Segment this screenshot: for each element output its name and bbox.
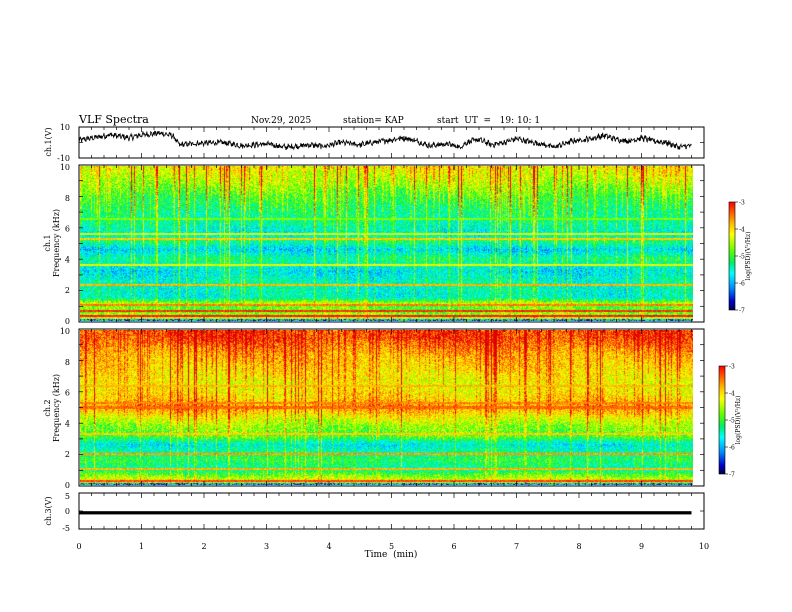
figure-title: VLF Spectra [78, 113, 149, 126]
ch1-colorbar-ticks: -3 -4 -5 -6 -7 [735, 200, 745, 315]
time-tick-label: 10 [699, 542, 709, 551]
colorbar-tick-label: -3 [739, 200, 745, 207]
time-tick-label: 4 [326, 542, 331, 551]
frequency-tick-label: 4 [65, 419, 70, 428]
frequency-tick-label: 0 [65, 481, 70, 490]
ch3-ytick-top: 5 [65, 492, 70, 501]
ch1-spectrogram-panel: 10 8 6 4 2 0 ch.1 Frequency (kHz) [43, 163, 705, 326]
ch1-spectrogram-ticks [78, 164, 705, 323]
ch2-colorbar-gradient [719, 366, 725, 474]
ch1-ylabel: ch.1(V) [44, 127, 53, 156]
ch3-ytick-bottom: -5 [62, 524, 70, 533]
time-tick-label: 5 [389, 542, 394, 551]
colorbar-tick-label: -3 [729, 364, 735, 371]
start-time-label: start UT = 19: 10: 1 [437, 116, 540, 126]
date-label: Nov.29, 2025 [251, 116, 312, 126]
frequency-tick-label: 8 [65, 358, 70, 367]
frequency-tick-label: 10 [60, 327, 70, 336]
ch3-ytick-middle: 0 [65, 507, 70, 516]
ch3-waveform-band [79, 511, 692, 515]
ch2-spectrogram-image [80, 330, 693, 485]
time-tick-label: 7 [514, 542, 519, 551]
ch2-colorbar-ticks: -3 -4 -5 -6 -7 [725, 364, 735, 479]
ch1-ytick-bottom: -10 [57, 154, 70, 163]
ch1-colorbar-gradient [729, 202, 735, 310]
ch3-ylabel: ch.3(V) [44, 496, 53, 525]
ch3-waveform-ticks [78, 492, 705, 530]
ch1-ytick-top: 10 [60, 123, 70, 132]
time-tick-label: 1 [139, 542, 144, 551]
frequency-tick-label: 2 [65, 286, 70, 295]
time-tick-label: 6 [451, 542, 456, 551]
colorbar-tick-label: -5 [729, 418, 735, 425]
time-axis-tick-labels: 0 1 2 3 4 5 6 7 8 9 10 [76, 542, 709, 551]
station-label: station= KAP [343, 116, 404, 126]
ch2-ylabel-frequency: Frequency (kHz) [52, 374, 61, 442]
frequency-tick-label: 8 [65, 194, 70, 203]
ch1-waveform-panel: 10 -10 ch.1(V) [44, 123, 705, 163]
ch2-colorbar-label: log(PSD)(V²/Hz) [735, 396, 742, 445]
colorbar-tick-label: -6 [739, 281, 745, 288]
ch1-colorbar-label: log(PSD)(V²/Hz) [745, 232, 752, 281]
ch2-spectrogram-panel: 10 8 6 4 2 0 ch.2 Frequency (kHz) [43, 327, 705, 490]
ch1-waveform-trace [78, 130, 692, 151]
ch1-ylabel-channel: ch.1 [43, 234, 52, 251]
colorbar-tick-label: -7 [729, 472, 735, 479]
time-tick-label: 2 [201, 542, 206, 551]
ch3-waveform-trace [79, 511, 692, 515]
ch1-colorbar: -3 -4 -5 -6 -7 log(PSD)(V²/Hz) [728, 200, 752, 315]
colorbar-tick-label: -4 [739, 227, 745, 234]
ch2-frequency-tick-labels: 10 8 6 4 2 0 [60, 327, 70, 490]
ch3-waveform-frame [78, 492, 705, 530]
colorbar-tick-label: -7 [739, 308, 745, 315]
colorbar-tick-label: -4 [729, 391, 735, 398]
ch1-waveform-line [78, 130, 692, 151]
frequency-tick-label: 0 [65, 317, 70, 326]
time-axis-label: Time (min) [365, 549, 418, 560]
colorbar-tick-label: -6 [729, 445, 735, 452]
frequency-tick-label: 6 [65, 225, 70, 234]
time-tick-label: 9 [639, 542, 644, 551]
time-tick-label: 0 [76, 542, 81, 551]
time-tick-label: 8 [576, 542, 581, 551]
ch1-spectrogram-image [80, 166, 693, 321]
frequency-tick-label: 10 [60, 163, 70, 172]
ch1-waveform-ticks [78, 126, 705, 159]
frequency-tick-label: 2 [65, 450, 70, 459]
ch2-spectrogram-ticks [78, 328, 705, 487]
time-tick-label: 3 [264, 542, 269, 551]
ch2-ylabel-channel: ch.2 [43, 399, 52, 416]
ch2-colorbar: -3 -4 -5 -6 -7 log(PSD)(V²/Hz) [718, 364, 742, 479]
ch1-frequency-tick-labels: 10 8 6 4 2 0 [60, 163, 70, 326]
frequency-tick-label: 6 [65, 389, 70, 398]
colorbar-tick-label: -5 [739, 254, 745, 261]
ch1-ylabel-frequency: Frequency (kHz) [52, 209, 61, 277]
ch3-waveform-panel: 5 0 -5 ch.3(V) [44, 492, 705, 533]
frequency-tick-label: 4 [65, 255, 70, 264]
